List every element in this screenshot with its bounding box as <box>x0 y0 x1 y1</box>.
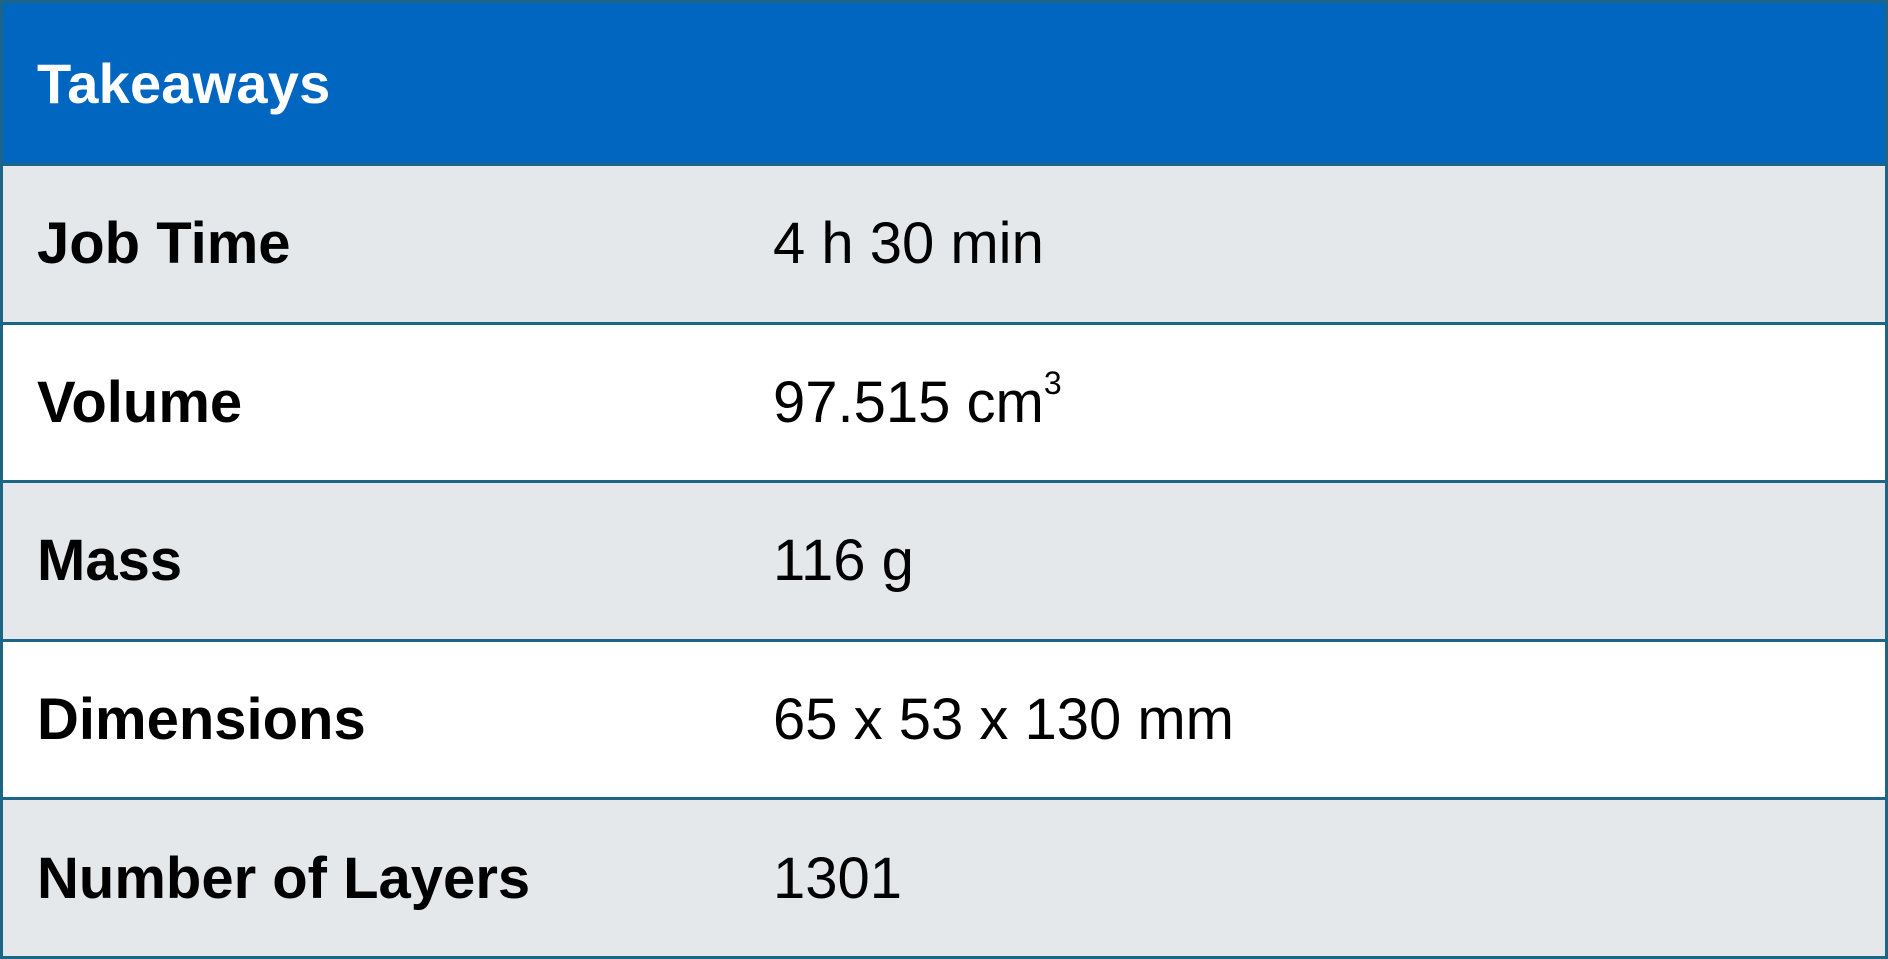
row-value: 116 g <box>773 528 914 594</box>
row-value: 1301 <box>773 845 903 911</box>
table-title: Takeaways <box>37 51 331 115</box>
row-label: Number of Layers <box>37 845 531 911</box>
row-value: 65 x 53 x 130 mm <box>773 687 1234 753</box>
volume-value: 97.515 cm <box>773 369 1044 435</box>
table-row-dimensions: Dimensions 65 x 53 x 130 mm <box>3 638 1885 798</box>
table-row-job-time: Job Time 4 h 30 min <box>3 163 1885 322</box>
table-row-volume: Volume 97.515 cm3 <box>3 321 1885 481</box>
row-value: 4 h 30 min <box>773 211 1044 277</box>
row-value: 97.515 cm3 <box>773 367 1062 436</box>
row-label: Dimensions <box>37 687 366 753</box>
table-header: Takeaways <box>3 3 1885 163</box>
row-label: Mass <box>37 528 183 594</box>
table-row-mass: Mass 116 g <box>3 480 1885 639</box>
row-label: Volume <box>37 369 243 435</box>
row-label: Job Time <box>37 211 291 277</box>
unit-superscript: 3 <box>1043 364 1062 401</box>
table-row-number-of-layers: Number of Layers 1301 <box>3 797 1885 956</box>
